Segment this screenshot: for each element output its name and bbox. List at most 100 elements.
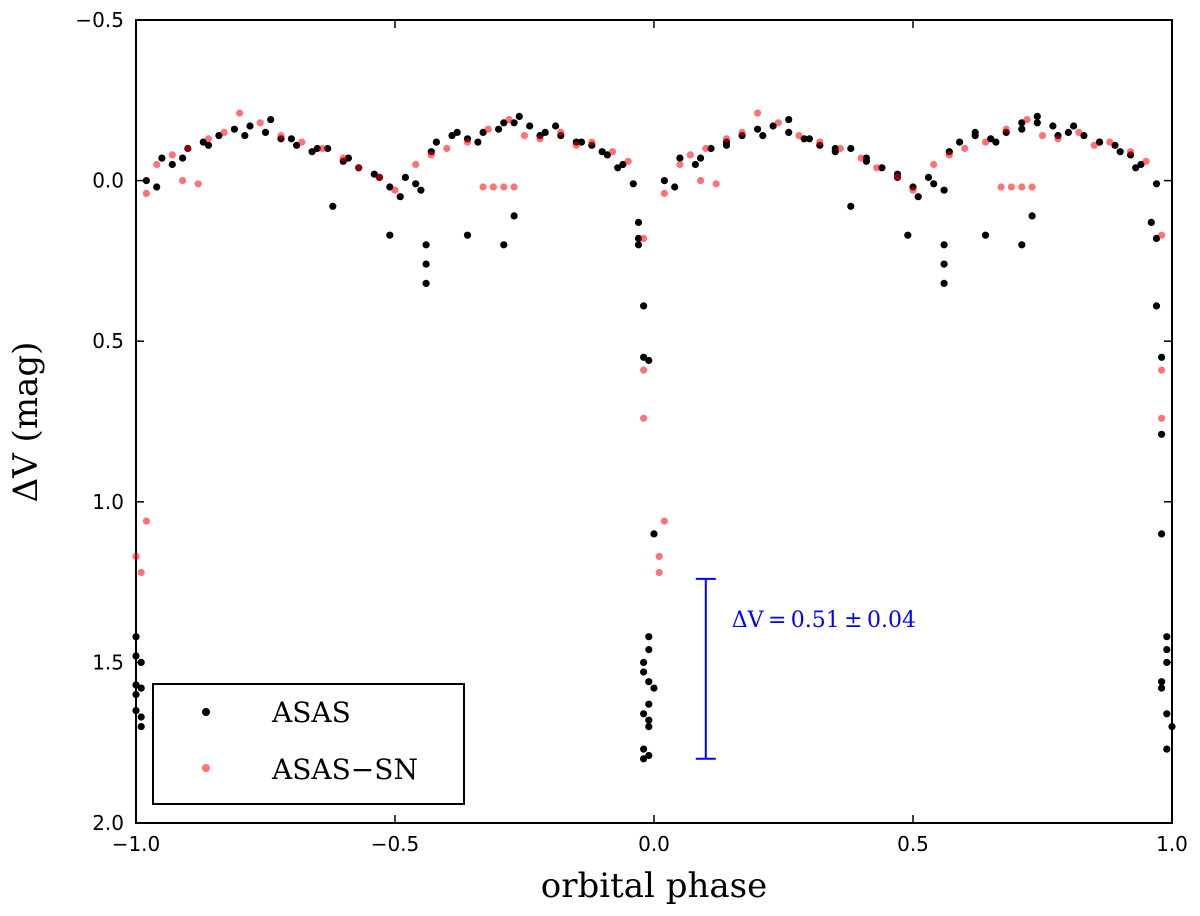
delta-v-annotation: ΔV = 0.51 ± 0.04: [732, 608, 916, 633]
data-point: [873, 164, 881, 172]
data-point: [1018, 119, 1026, 127]
errorbar-annotation: ΔV = 0.51 ± 0.04: [695, 577, 916, 760]
data-point: [277, 132, 285, 140]
data-point: [1007, 183, 1016, 191]
data-point: [981, 231, 990, 239]
data-point: [1158, 366, 1166, 374]
data-point: [1070, 122, 1078, 130]
data-point: [515, 112, 523, 120]
data-point: [432, 138, 440, 146]
data-point: [1075, 128, 1083, 136]
data-point: [754, 109, 762, 117]
data-point: [422, 241, 430, 249]
legend-box: [152, 683, 465, 805]
data-point: [1132, 164, 1140, 172]
data-point: [645, 716, 653, 724]
data-point: [386, 231, 394, 239]
data-point: [847, 144, 855, 153]
y-tick-label: 1.5: [92, 650, 124, 674]
data-point: [816, 138, 824, 146]
data-point: [650, 530, 658, 538]
data-point: [686, 151, 694, 159]
data-point: [1158, 684, 1166, 692]
data-point: [697, 154, 705, 162]
legend-marker-asas: [202, 708, 210, 716]
data-point: [836, 144, 845, 153]
data-point: [1152, 180, 1161, 188]
data-point: [640, 234, 648, 242]
data-point: [961, 144, 969, 153]
data-point: [722, 135, 731, 143]
data-point: [857, 154, 865, 162]
data-point: [640, 710, 648, 718]
data-point: [137, 658, 145, 667]
data-point: [987, 135, 995, 143]
data-point: [256, 119, 264, 127]
data-point: [1158, 678, 1166, 686]
data-point: [722, 141, 731, 149]
series-asas-sn: [132, 109, 1166, 577]
y-axis-title: ΔV (mag): [6, 342, 46, 503]
data-point: [132, 552, 140, 561]
data-point: [153, 160, 161, 169]
data-point: [676, 154, 684, 162]
data-point: [541, 128, 549, 136]
data-point: [619, 160, 627, 169]
data-point: [168, 160, 176, 169]
data-point: [640, 755, 648, 763]
x-tick-labels: −1.0 −0.5 0.0 0.5 1.0: [112, 832, 1188, 856]
data-point: [500, 183, 508, 191]
data-point: [1028, 183, 1036, 191]
data-point: [1111, 141, 1119, 149]
data-point: [401, 173, 409, 181]
y-tick-label: 2.0: [92, 811, 124, 835]
series-asas: [132, 112, 1176, 763]
legend-label-asas-sn: ASAS−SN: [271, 753, 418, 786]
data-point: [179, 154, 187, 162]
data-point: [179, 177, 187, 185]
data-point: [1064, 128, 1072, 136]
data-point: [909, 186, 917, 194]
data-point: [660, 189, 669, 197]
data-point: [158, 154, 166, 162]
data-point: [795, 132, 803, 140]
data-point: [805, 135, 814, 143]
data-point: [1002, 125, 1010, 133]
data-point: [313, 144, 321, 153]
x-tick-label: 0.5: [897, 832, 929, 856]
data-point: [137, 684, 145, 692]
data-point: [463, 138, 472, 146]
data-point: [526, 122, 534, 130]
data-point: [344, 154, 352, 162]
data-point: [1147, 218, 1155, 226]
legend-label-asas: ASAS: [271, 696, 351, 729]
data-point: [204, 135, 213, 143]
data-point: [1163, 646, 1171, 654]
data-point: [1163, 658, 1171, 667]
data-point: [640, 745, 648, 753]
data-point: [510, 183, 518, 191]
data-point: [261, 128, 270, 136]
data-point: [1142, 157, 1150, 165]
data-point: [1137, 160, 1145, 169]
x-tick-label: 0.0: [638, 832, 670, 856]
data-point: [1116, 148, 1124, 156]
data-point: [1168, 723, 1176, 731]
data-point: [940, 260, 948, 268]
data-point: [945, 151, 953, 159]
data-point: [453, 128, 461, 136]
data-point: [1163, 710, 1171, 718]
data-point: [132, 690, 140, 699]
data-point: [137, 568, 145, 577]
data-point: [940, 186, 948, 194]
data-point: [800, 135, 808, 143]
data-point: [862, 154, 871, 162]
data-point: [831, 144, 839, 153]
data-point: [634, 234, 643, 242]
data-point: [142, 177, 150, 185]
data-point: [971, 128, 979, 136]
data-point: [1158, 414, 1166, 422]
x-tick-label: −0.5: [371, 832, 420, 856]
data-point: [930, 160, 938, 169]
x-axis-title: orbital phase: [541, 866, 767, 906]
